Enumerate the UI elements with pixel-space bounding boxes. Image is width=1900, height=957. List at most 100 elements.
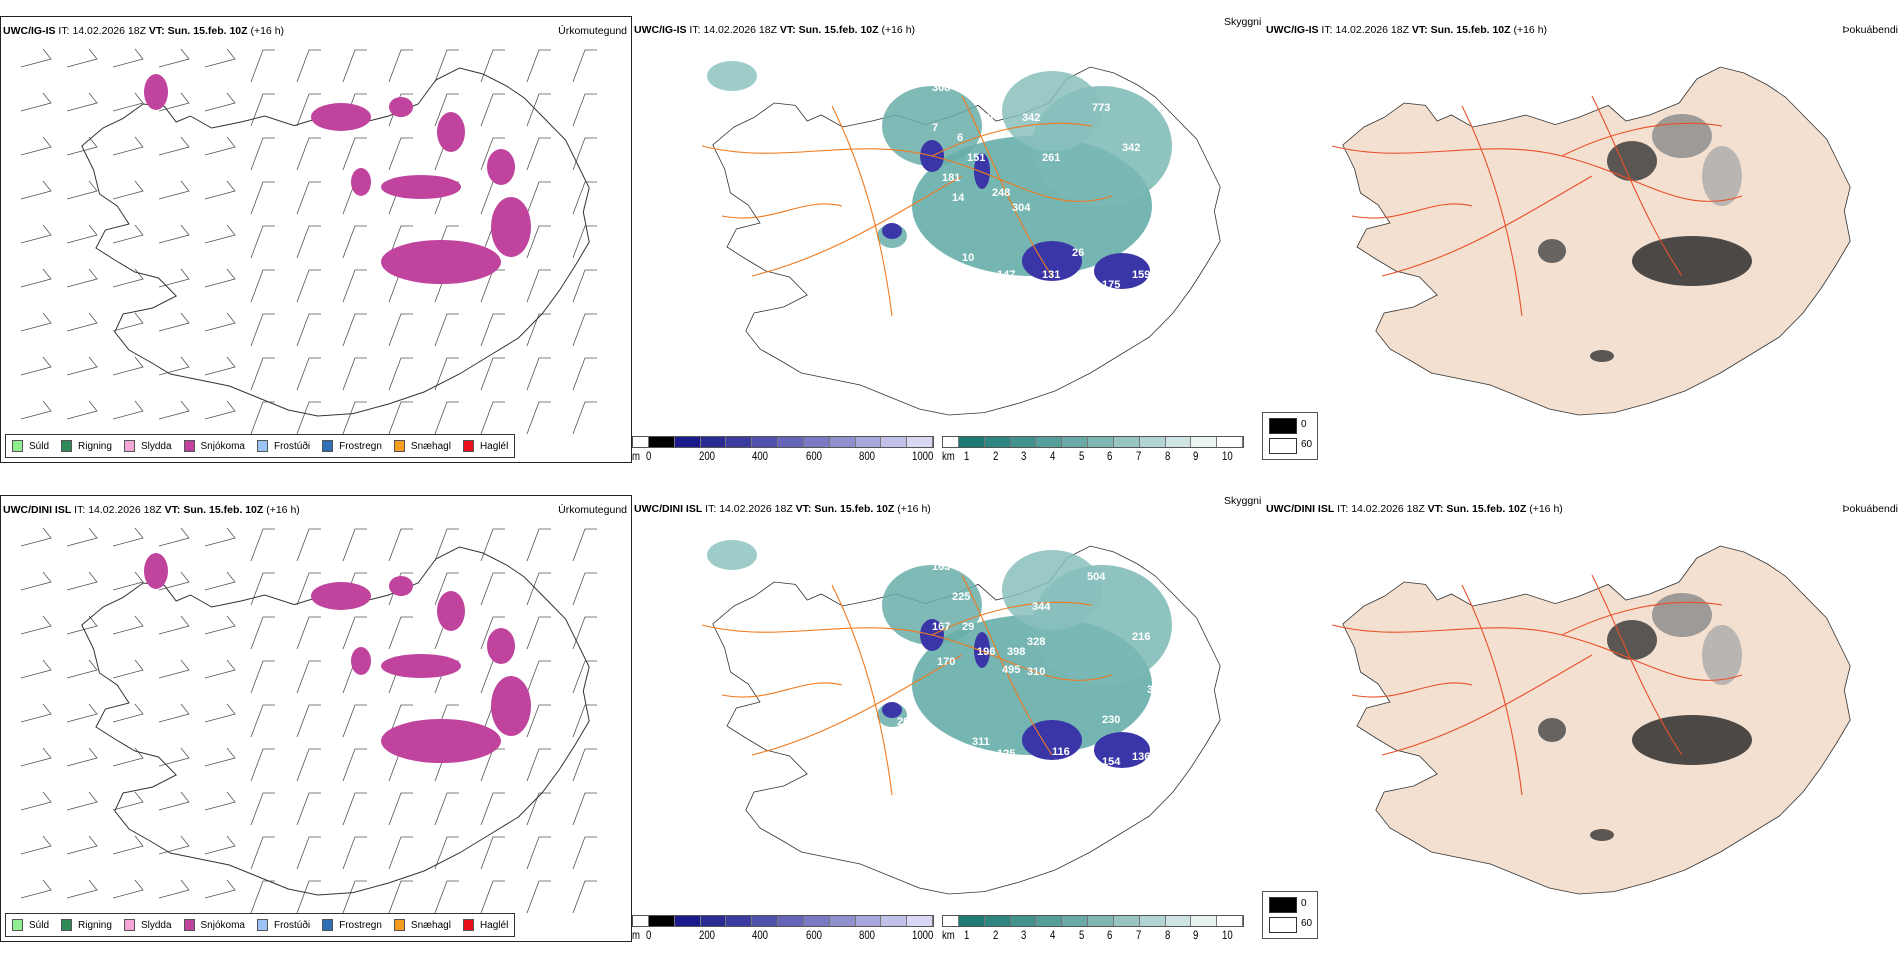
wind-barb [434, 792, 459, 826]
legend-item: Haglél [462, 440, 509, 452]
wind-barb [158, 48, 190, 68]
scale-unit: km [942, 928, 955, 942]
visibility-label: 308 [932, 82, 950, 94]
visibility-label: 181 [942, 172, 960, 184]
legend-label: Slydda [140, 440, 172, 452]
visibility-areas [707, 540, 1172, 768]
road [931, 601, 1093, 636]
scale-swatch [1062, 437, 1089, 447]
visibility-label: 14 [952, 192, 965, 204]
visibility-label: 6 [957, 132, 963, 144]
scale-swatch [778, 916, 804, 926]
wind-barb [66, 312, 98, 332]
panel-title: UWC/DINI ISL IT: 14.02.2026 18Z VT: Sun.… [634, 503, 931, 515]
visibility-label: 18 [982, 82, 994, 94]
wind-barb [434, 880, 459, 914]
low-cloud-area [882, 702, 902, 718]
legend-item: Rigning [61, 440, 112, 452]
wind-barb [388, 313, 413, 347]
snow-area [381, 654, 461, 678]
panel-type-label: Skyggni [1224, 16, 1262, 28]
legend-swatch [61, 919, 73, 931]
wind-barb [296, 181, 321, 215]
legend-item: Snæhagl [393, 440, 451, 452]
snow-area [311, 103, 371, 131]
wind-barb [250, 49, 275, 83]
visibility-label: 9 [987, 112, 993, 124]
snow-area [144, 74, 168, 110]
scale-tick: 7 [1136, 928, 1142, 942]
wind-barb [296, 836, 321, 870]
wind-barb [388, 401, 413, 435]
wind-barb [20, 92, 52, 112]
wind-barb [204, 659, 236, 679]
wind-barb [250, 313, 275, 347]
cloud-base-scale: m 0 200 400 600 800 1000 [632, 436, 937, 470]
wind-barb [20, 879, 52, 899]
wind-barb [572, 93, 597, 127]
scale-swatch [958, 916, 985, 926]
wind-barb [572, 836, 597, 870]
wind-barb [158, 791, 190, 811]
visibility-label: 32 [1167, 257, 1179, 269]
legend-label: Haglél [479, 440, 509, 452]
wind-barb [158, 356, 190, 376]
coastline [81, 546, 590, 896]
fog-area [1632, 236, 1752, 286]
wind-barb [572, 401, 597, 435]
wind-barb [342, 313, 367, 347]
wind-barb [20, 356, 52, 376]
panel-title: UWC/DINI ISL IT: 14.02.2026 18Z VT: Sun.… [1266, 503, 1563, 515]
wind-barb [20, 312, 52, 332]
wind-barb [250, 357, 275, 391]
legend-label: Snjókoma [200, 440, 245, 452]
visibility-area [707, 540, 757, 570]
wind-barb [296, 357, 321, 391]
scale-tick: 2 [992, 928, 999, 942]
wind-barb [434, 528, 459, 562]
visibility-area [1002, 71, 1102, 151]
wind-barb [158, 136, 190, 156]
visibility-label: 311 [972, 736, 990, 748]
wind-barb [112, 615, 144, 635]
wind-barb [434, 49, 459, 83]
scale-swatch [1036, 916, 1063, 926]
wind-barb [342, 748, 367, 782]
legend-swatch [462, 919, 474, 931]
scale-swatch [1139, 437, 1166, 447]
scale-unit: km [942, 449, 955, 463]
wind-barb [158, 400, 190, 420]
wind-barb [480, 401, 505, 435]
wind-barb [112, 136, 144, 156]
wind-barb [204, 268, 236, 288]
visibility-label: 125 [997, 748, 1015, 760]
wind-barb [112, 224, 144, 244]
precip-map [20, 527, 597, 914]
roads [1331, 95, 1743, 317]
wind-barb [572, 616, 597, 650]
wind-barb [388, 836, 413, 870]
low-cloud-area [882, 223, 902, 239]
scale-tick: 200 [699, 449, 716, 463]
fog-legend-label: 60 [1301, 918, 1313, 929]
wind-barb [480, 313, 505, 347]
wind-barb [296, 313, 321, 347]
visibility-map: 163 16 225 70 504 344 167 29 328 216 170 196 398 495 3… [701, 540, 1221, 895]
scale-swatch [700, 916, 727, 926]
scale-swatch [674, 916, 701, 926]
wind-barb [526, 269, 551, 303]
scale-tick: 7 [1136, 449, 1142, 463]
visibility-label: 159 [1132, 269, 1150, 281]
wind-barb [20, 180, 52, 200]
visibility-label: 331 [1147, 684, 1165, 696]
scale-tick: 8 [1164, 928, 1171, 942]
fog-area [1702, 146, 1742, 206]
legend-label: Rigning [78, 919, 112, 931]
fog-areas [1538, 114, 1752, 362]
wind-barb [66, 400, 98, 420]
wind-barb [572, 49, 597, 83]
legend-swatch [123, 919, 135, 931]
precip-type-panel-bottom: UWC/DINI ISL IT: 14.02.2026 18Z VT: Sun.… [0, 495, 632, 942]
legend-label: Snæhagl [410, 919, 451, 931]
scale-swatch [726, 916, 753, 926]
